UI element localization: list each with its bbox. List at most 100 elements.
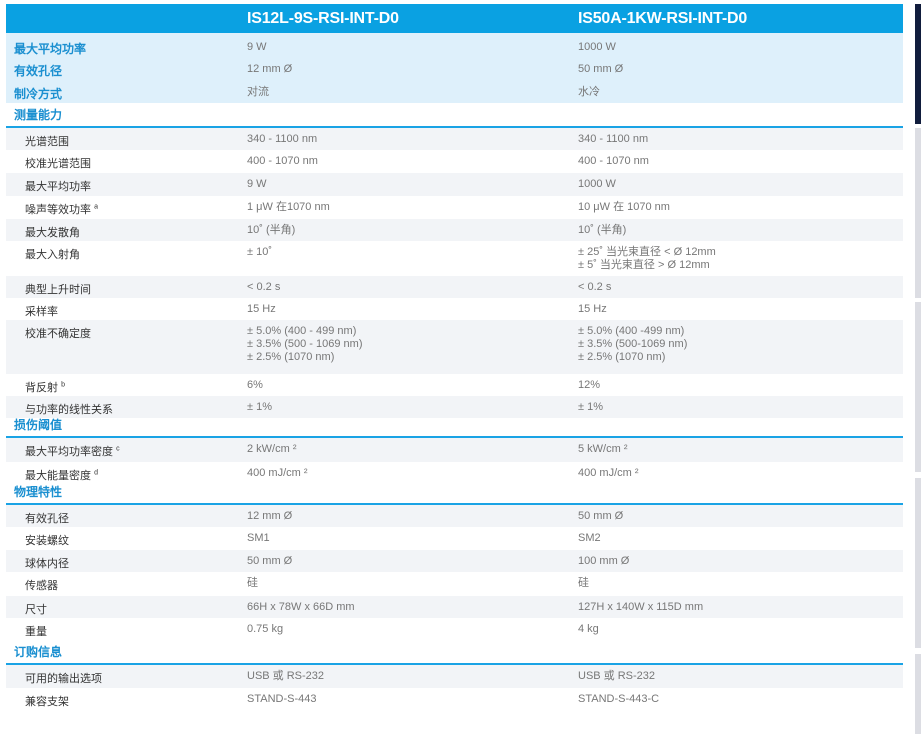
row-label: 球体内径 <box>25 555 69 571</box>
cell-line: 1000 W <box>578 178 616 190</box>
summary-value: 9 W <box>247 41 267 53</box>
row-label: 最大平均功率 <box>25 178 91 194</box>
cell-line: ± 10˚ <box>247 246 272 258</box>
summary-value: 水冷 <box>578 86 600 98</box>
row-label-text: 尺寸 <box>25 604 47 616</box>
cell-value: STAND-S-443-C <box>578 693 659 706</box>
cell-line: 400 mJ/cm ² <box>578 467 639 479</box>
cell-value: 2 kW/cm ² <box>247 443 297 456</box>
section-title: 损伤阈值 <box>14 418 63 432</box>
row-label: 噪声等效功率 a <box>25 201 98 217</box>
summary-band: 最大平均功率 9 W 1000 W 有效孔径 12 mm Ø 50 mm Ø 制冷方式 对流 水… <box>6 33 903 103</box>
cell-value: 400 mJ/cm ² <box>578 467 639 480</box>
table-row: 最大发散角 10˚ (半角) 10˚ (半角) <box>6 219 903 241</box>
row-label: 最大入射角 <box>25 246 80 262</box>
cell-value: 1 μW 在1070 nm <box>247 201 330 214</box>
row-label: 安装螺纹 <box>25 532 69 548</box>
table-row: 校准光谱范围 400 - 1070 nm 400 - 1070 nm <box>6 150 903 173</box>
row-label-text: 传感器 <box>25 580 58 592</box>
cell-line: 100 mm Ø <box>578 555 630 567</box>
cell-value: ± 25˚ 当光束直径 < Ø 12mm ± 5˚ 当光束直径 > Ø 12mm <box>578 246 716 272</box>
cell-line: ± 2.5% (1070 nm) <box>578 351 666 363</box>
section-title: 测量能力 <box>14 108 63 122</box>
cell-line: ± 3.5% (500 - 1069 nm) <box>247 338 363 350</box>
cell-value: 6% <box>247 379 263 392</box>
cell-value: 15 Hz <box>578 303 607 316</box>
table-row: 最大平均功率 9 W 1000 W <box>6 173 903 196</box>
cell-line: 50 mm Ø <box>247 555 293 567</box>
cell-line: 15 Hz <box>578 303 607 315</box>
cell-line: 15 Hz <box>247 303 276 315</box>
scrollbar-thumb[interactable] <box>915 4 921 124</box>
cell-value: 66H x 78W x 66D mm <box>247 601 355 614</box>
cell-line: 400 mJ/cm ² <box>247 467 308 479</box>
cell-line: ± 3.5% (500-1069 nm) <box>578 338 688 350</box>
cell-value: 0.75 kg <box>247 623 283 636</box>
cell-value: 硅 <box>247 577 258 590</box>
row-label-text: 球体内径 <box>25 558 69 570</box>
cell-line: 硅 <box>247 577 258 589</box>
cell-line: ± 1% <box>578 401 603 413</box>
cell-line: ± 5˚ 当光束直径 > Ø 12mm <box>578 259 710 271</box>
table-row: 光谱范围 340 - 1100 nm 340 - 1100 nm <box>6 128 903 150</box>
cell-value: 340 - 1100 nm <box>247 133 317 146</box>
column-header-model-2: IS50A-1KW-RSI-INT-D0 <box>578 10 748 27</box>
cell-value: SM2 <box>578 532 601 545</box>
cell-line: 66H x 78W x 66D mm <box>247 601 355 613</box>
row-label: 重量 <box>25 623 47 639</box>
row-label: 典型上升时间 <box>25 281 91 297</box>
cell-value: 340 - 1100 nm <box>578 133 648 146</box>
row-label: 最大平均功率密度 c <box>25 443 120 459</box>
cell-line: 340 - 1100 nm <box>578 133 649 145</box>
row-label-text: 典型上升时间 <box>25 284 91 296</box>
cell-line: ± 5.0% (400 -499 nm) <box>578 325 685 337</box>
cell-value: 50 mm Ø <box>578 510 623 523</box>
row-label-text: 最大平均功率 <box>25 181 91 193</box>
cell-line: ± 2.5% (1070 nm) <box>247 351 335 363</box>
table-row: 校准不确定度 ± 5.0% (400 - 499 nm) ± 3.5% (500 -… <box>6 320 903 374</box>
cell-line: ± 5.0% (400 - 499 nm) <box>247 325 357 337</box>
section-heading: 损伤阈值 <box>6 418 903 438</box>
summary-value: 对流 <box>247 86 269 98</box>
cell-line: 340 - 1100 nm <box>247 133 318 145</box>
cell-line: < 0.2 s <box>578 281 612 293</box>
cell-value: 50 mm Ø <box>247 555 292 568</box>
scrollbar-track-segment <box>915 654 921 734</box>
cell-value: 12% <box>578 379 600 392</box>
summary-value: 12 mm Ø <box>247 63 293 75</box>
table-row: 采样率 15 Hz 15 Hz <box>6 298 903 320</box>
row-label-text: 最大能量密度 <box>25 470 91 482</box>
cell-line: 硅 <box>578 577 589 589</box>
cell-line: 12 mm Ø <box>247 510 293 522</box>
table-header: IS12L-9S-RSI-INT-D0 IS50A-1KW-RSI-INT-D0 <box>6 4 903 33</box>
spec-comparison-table: IS12L-9S-RSI-INT-D0 IS50A-1KW-RSI-INT-D0… <box>6 4 903 710</box>
cell-line: USB 或 RS-232 <box>247 670 325 682</box>
cell-value: STAND-S-443 <box>247 693 316 706</box>
summary-value: 1000 W <box>578 41 616 53</box>
row-label-text: 有效孔径 <box>25 513 69 525</box>
row-label-text: 最大发散角 <box>25 227 80 239</box>
row-label: 采样率 <box>25 303 58 319</box>
table-row: 兼容支架 STAND-S-443 STAND-S-443-C <box>6 688 903 710</box>
cell-line: 1 μW 在1070 nm <box>247 201 330 213</box>
cell-line: 5 kW/cm ² <box>578 443 628 455</box>
row-label: 最大发散角 <box>25 224 80 240</box>
cell-value: 10˚ (半角) <box>578 224 626 237</box>
section-title: 物理特性 <box>14 485 63 499</box>
cell-line: 9 W <box>247 178 267 190</box>
section-heading: 测量能力 <box>6 103 903 128</box>
table-row: 有效孔径 12 mm Ø 50 mm Ø <box>6 505 903 527</box>
row-label-text: 重量 <box>25 626 47 638</box>
table-row: 典型上升时间 < 0.2 s < 0.2 s <box>6 276 903 298</box>
row-label-text: 最大入射角 <box>25 249 80 261</box>
cell-line: 400 - 1070 nm <box>578 155 649 167</box>
cell-line: STAND-S-443-C <box>578 693 660 705</box>
table-row: 最大能量密度 d 400 mJ/cm ² 400 mJ/cm ² <box>6 462 903 485</box>
section-title: 订购信息 <box>14 645 63 659</box>
summary-label: 最大平均功率 <box>14 42 87 56</box>
row-label-text: 校准光谱范围 <box>25 158 91 170</box>
table-row: 最大入射角 ± 10˚ ± 25˚ 当光束直径 < Ø 12mm ± 5˚ 当光束直径… <box>6 241 903 276</box>
row-label: 尺寸 <box>25 601 47 617</box>
cell-value: 15 Hz <box>247 303 276 316</box>
cell-value: 400 - 1070 nm <box>578 155 649 168</box>
